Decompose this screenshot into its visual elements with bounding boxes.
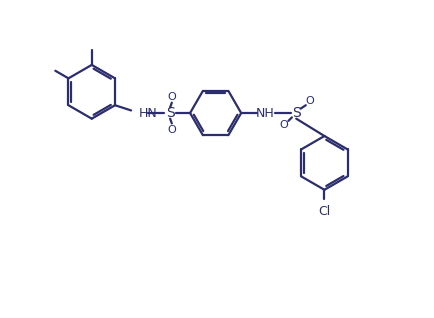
Text: HN: HN [138, 107, 157, 120]
Text: O: O [167, 125, 176, 135]
Text: Cl: Cl [318, 205, 330, 218]
Text: S: S [291, 106, 300, 120]
Text: O: O [305, 96, 314, 106]
Text: S: S [165, 106, 174, 120]
Text: NH: NH [255, 107, 274, 120]
Text: O: O [279, 120, 288, 130]
Text: O: O [167, 92, 176, 101]
